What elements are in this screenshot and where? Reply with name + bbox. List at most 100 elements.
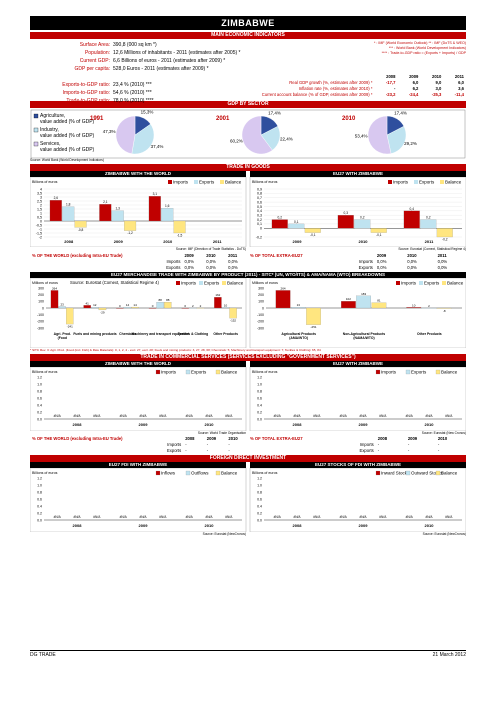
share-value: 0,0% [184,258,194,264]
bar [420,219,437,229]
bar-value-label: 0 [184,304,186,308]
bar [403,210,420,229]
legend-swatch [215,470,221,476]
bar-value-label: 2 [428,304,430,308]
bar [306,307,321,325]
tick-label: 1.2 [37,476,42,480]
tick-label: 1,5 [37,207,42,211]
notes: * : IMF (World Economic Outlook) ** : IM… [280,39,466,99]
na-label: #N/A [159,515,167,519]
tick-label: 0,3 [257,213,262,217]
tick-label: -100 [37,313,44,317]
share-year: 2010 [206,252,216,258]
category-label: Agricultural Products [281,332,316,336]
legend-swatch [185,369,191,375]
legend-swatch [155,470,161,476]
macro-value: -17,7 [385,79,396,85]
macro-row: Current account balance (% of GDP, estim… [180,91,466,97]
bar-value-label: 1,3 [115,207,120,211]
na-label: #N/A [379,414,387,418]
bar-value-label: 102 [346,297,351,301]
bar-value-label: 264 [52,286,57,290]
bar [164,302,172,309]
na-label: #N/A [313,414,321,418]
services-left-shares: % OF THE WORLD (excluding Intra-EU Trade… [30,435,248,453]
chart-frame [30,278,247,348]
bar [275,290,291,309]
bar-value-label: -0,1 [376,233,382,237]
share-year: 2008 [185,435,195,441]
bar [173,220,186,234]
na-label: #N/A [139,414,147,418]
share-label: Imports [167,441,182,447]
legend-label: Outflows [191,471,209,476]
share-value: 0,0% [437,258,448,264]
macro-year: 2010 [432,73,442,79]
category-label: 2008 [73,422,83,427]
legend-swatch [435,470,441,476]
legend-swatch [33,127,39,133]
pie-year: 2010 [342,116,356,122]
tick-label: 0,1 [257,222,262,226]
na-label: #N/A [445,515,453,519]
bar-value-label: 0,1 [294,220,299,224]
category-label: Other Products [213,332,238,336]
indicator-row: Current GDP: 6,6 Billions of euros - 2011… [30,57,280,65]
chart-frame [30,468,247,532]
share-value: - [185,441,187,447]
tick-label: 0 [40,219,42,223]
tick-label: 1.0 [257,483,262,487]
macro-year: 2008 [386,73,396,79]
share-year: 2008 [377,435,388,441]
bar [436,307,452,309]
category-label: 2010 [425,422,435,427]
tick-label: 0.4 [37,504,42,508]
bar-value-label: 88 [158,298,162,302]
bar [99,204,112,222]
bar-value-label: 1,6 [165,204,170,208]
na-label: #N/A [54,414,62,418]
product-charts: Source: Eurostat (Comext, Statistical Re… [30,278,466,348]
legend-label: Imports [393,180,409,185]
legend-swatch [194,180,198,184]
bar [83,305,91,309]
legend-label: Balance [225,180,242,185]
legend-label: value added (% of GDP) [40,133,95,139]
legend-swatch [414,180,418,184]
indicator-label: GDP per capita: [74,66,110,72]
category-label: Machinery and transport equipment [132,332,191,336]
bar-value-label: -1,5 [177,234,183,238]
fdi-left-source: Source: Eurostat (NewCronos) [202,532,246,536]
footer-date: 21 March 2012 [432,652,466,658]
na-label: #N/A [340,414,348,418]
indicator-label: Current GDP: [79,58,110,64]
macro-row: Inflation rate (%, estimates after 2010)… [180,85,466,91]
goods-right-shares: % OF TOTAL EXTRA-EU27 2009 2010 2011 Imports… [248,252,466,270]
category-label: 2008 [293,523,303,528]
tick-label: 2,5 [37,199,42,203]
tick-label: -200 [257,320,264,324]
tick-label: 0,2 [257,218,262,222]
bar [148,307,157,309]
chart-frame [249,367,466,431]
legend-label: Balance [221,471,238,476]
indicator-row: Imports-to-GDP ratio: 54,6 % (2010) *** [30,89,280,97]
na-label: #N/A [93,414,101,418]
services-charts: Billions of euros Imports Exports Balance 0.… [30,367,466,431]
bar [50,290,59,309]
bar [229,307,237,319]
pie-slice [131,123,155,155]
tick-label: 1.0 [37,483,42,487]
tick-label: 0,4 [257,209,262,213]
share-value: - [206,441,209,447]
category-label: Other Products [417,332,442,336]
pie-source: Source: World Bank (World Development In… [30,158,104,162]
indicator-value: 54,6 % (2010) *** [113,90,152,96]
tick-label: 0.0 [37,417,42,421]
tick-label: 0.8 [37,490,42,494]
indicators-list: Surface Area: 390,8 (000 sq km *) Populati… [30,39,280,104]
share-row: Exports 0,0% 0,0% 0,0% [248,264,466,270]
macro-value: -24,4 [408,91,419,97]
na-label: #N/A [54,515,62,519]
share-title: % OF THE WORLD (excluding Intra-EU Trade… [32,435,123,441]
